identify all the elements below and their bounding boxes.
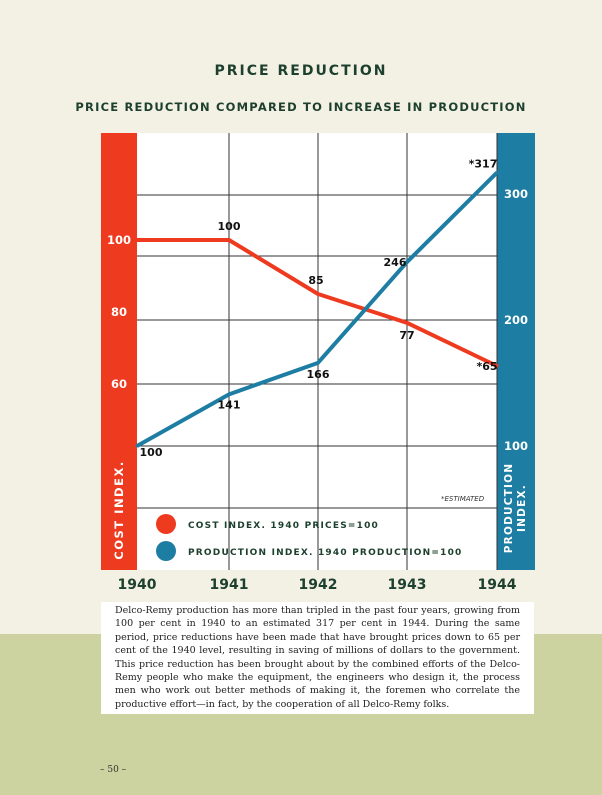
production-data-point bbox=[135, 444, 139, 448]
production-axis-title-line1: PRODUCTION bbox=[503, 463, 515, 553]
cost-axis-tick-label: 80 bbox=[111, 305, 127, 319]
legend-cost-label: COST INDEX. 1940 PRICES=100 bbox=[188, 521, 379, 531]
production-axis-tick-label: 300 bbox=[504, 187, 528, 201]
cost-axis-tick-label: 60 bbox=[111, 377, 127, 391]
production-data-point bbox=[316, 361, 320, 365]
cost-axis-bar bbox=[101, 133, 137, 570]
x-axis-tick-label: 1943 bbox=[388, 577, 427, 593]
page-number: – 50 – bbox=[100, 765, 127, 775]
production-data-label: 100 bbox=[140, 446, 163, 459]
x-axis-tick-label: 1940 bbox=[118, 577, 157, 593]
cost-data-label: *65 bbox=[476, 360, 497, 373]
cost-data-label: 85 bbox=[308, 274, 323, 287]
cost-data-label: 100 bbox=[218, 220, 241, 233]
chart-title: PRICE REDUCTION COMPARED TO INCREASE IN … bbox=[75, 100, 527, 114]
production-axis-bar bbox=[497, 133, 535, 570]
cost-data-point bbox=[316, 292, 320, 296]
plot-area bbox=[137, 133, 497, 570]
cost-data-label: 77 bbox=[399, 329, 414, 342]
production-data-label: 141 bbox=[218, 398, 241, 411]
legend-production-swatch bbox=[156, 541, 176, 561]
cost-data-point bbox=[135, 238, 139, 242]
production-data-point bbox=[495, 171, 499, 175]
legend-production-label: PRODUCTION INDEX. 1940 PRODUCTION=100 bbox=[188, 548, 463, 558]
caption-text: Delco-Remy production has more than trip… bbox=[101, 602, 534, 714]
cost-axis-title: COST INDEX. bbox=[112, 460, 126, 559]
chart: 60 80 100 100 200 300 COST INDEX. PRODUCTION IND… bbox=[101, 133, 535, 593]
cost-data-point bbox=[495, 364, 499, 368]
production-axis-tick-label: 100 bbox=[504, 439, 528, 453]
production-data-label: 166 bbox=[307, 368, 330, 381]
production-data-point bbox=[405, 260, 409, 264]
estimated-annotation: *ESTIMATED bbox=[441, 495, 485, 503]
cost-data-point bbox=[405, 321, 409, 325]
x-axis-tick-label: 1942 bbox=[299, 577, 338, 593]
production-axis-tick-label: 200 bbox=[504, 313, 528, 327]
cost-axis-tick-label: 100 bbox=[107, 233, 131, 247]
production-data-label: *317 bbox=[469, 158, 498, 171]
x-axis-tick-label: 1944 bbox=[478, 577, 517, 593]
x-axis-tick-label: 1941 bbox=[210, 577, 249, 593]
page-title: PRICE REDUCTION bbox=[214, 63, 388, 79]
production-data-label: 246 bbox=[384, 256, 407, 269]
legend-cost-swatch bbox=[156, 514, 176, 534]
production-axis-title-line2: INDEX. bbox=[516, 484, 528, 532]
production-data-point bbox=[227, 392, 231, 396]
cost-data-point bbox=[227, 238, 231, 242]
